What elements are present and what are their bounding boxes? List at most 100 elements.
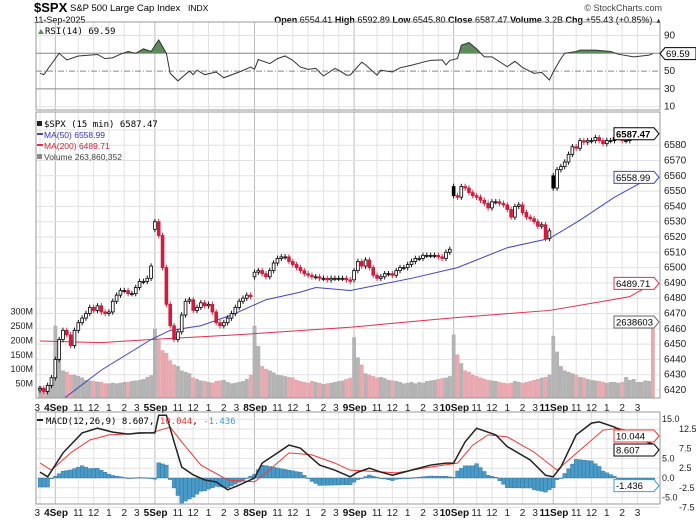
candle (440, 254, 444, 262)
macd-histogram-bar (562, 473, 567, 479)
price-tick-label: 6520 (664, 232, 687, 243)
candle (114, 292, 119, 305)
candle-body (432, 254, 437, 257)
candle (448, 246, 452, 256)
price-tick-label: 6540 (664, 201, 687, 212)
macd-histogram-bar (57, 473, 62, 479)
x-tick-label: 11 (372, 403, 383, 414)
candle (482, 197, 487, 207)
x-tick-label: 12 (188, 508, 200, 519)
volume-bar (65, 371, 69, 398)
candle (206, 301, 211, 309)
x-tick-label: 10Sep (440, 508, 469, 519)
macd-histogram-bar (313, 477, 318, 484)
macd-histogram-bar (420, 476, 426, 479)
macd-tick-label: 15.0 (662, 414, 680, 424)
volume-legend-text: Volume 263,860,352 (44, 152, 122, 162)
price-tick-label: 6440 (664, 354, 687, 365)
macd-histogram-bar (41, 477, 46, 488)
candle-body (164, 267, 169, 305)
candle-body (509, 209, 513, 218)
candle (444, 249, 448, 262)
volume-bar (501, 382, 506, 398)
macd-histogram-bar (53, 475, 58, 479)
volume-bar (417, 381, 422, 398)
macd-tick-label: 7.5 (679, 444, 692, 454)
volume-bar (455, 354, 460, 398)
x-tick-label: 11 (73, 403, 84, 414)
candle-body (486, 202, 490, 209)
candle-body (191, 299, 196, 311)
x-tick-label: 4Sep (44, 508, 68, 519)
candle-body (329, 277, 333, 281)
candle (601, 137, 605, 147)
x-tick-label: 1 (206, 403, 212, 414)
macd-histogram-bar (482, 471, 487, 479)
macd-histogram-bar (141, 477, 146, 479)
candle (467, 185, 471, 196)
macd-histogram-bar (99, 470, 104, 479)
candle (432, 252, 437, 259)
candle-body (294, 264, 299, 269)
macd-histogram-bar (148, 477, 154, 479)
volume-bar (612, 381, 617, 398)
volume-bar (440, 378, 445, 398)
macd-histogram-bar (447, 476, 452, 479)
volume-bar (566, 371, 571, 398)
volume-bar (126, 381, 130, 398)
macd-histogram-bar (95, 468, 100, 479)
volume-bar (218, 380, 222, 398)
macd-histogram-bar (359, 477, 364, 479)
volume-bar (336, 381, 341, 398)
macd-histogram-bar (114, 475, 119, 479)
candle-body (344, 277, 349, 281)
candle-body (279, 256, 284, 259)
volume-bar (390, 380, 395, 398)
candle-body (80, 317, 84, 324)
candle-body (237, 300, 241, 308)
candle-body (624, 140, 628, 143)
macd-histogram-bar (363, 476, 368, 479)
candle (566, 151, 571, 165)
x-tick-label: 12 (88, 508, 100, 519)
candle (409, 258, 414, 268)
x-tick-label: 2 (520, 403, 526, 414)
candle-body (72, 329, 77, 347)
candle-body (153, 221, 157, 230)
volume-bar (635, 381, 640, 398)
candle (367, 257, 372, 271)
volume-bar (444, 377, 448, 398)
candle (574, 143, 578, 152)
macd-histogram-bar (558, 477, 563, 479)
candle-body (91, 306, 96, 311)
macd-histogram-bar (432, 475, 437, 479)
macd-histogram-bar (463, 465, 468, 479)
candle-body (574, 146, 578, 149)
x-tick-label: 9Sep (343, 403, 367, 414)
x-tick-label: 12 (188, 403, 200, 414)
volume-bar (394, 381, 399, 398)
volume-bar (306, 382, 310, 398)
macd-histogram-bar (397, 477, 403, 480)
x-tick-label: 1 (504, 508, 510, 519)
volume-bar (348, 377, 353, 398)
candle-body (248, 294, 253, 298)
candle-body (283, 256, 287, 259)
ma200-line (39, 282, 654, 344)
macd-histogram-bar (271, 467, 276, 479)
candle-body (38, 388, 42, 391)
volume-bar (107, 383, 111, 398)
macd-histogram-bar (451, 477, 456, 479)
volume-bar (241, 381, 245, 398)
volume-bar (133, 380, 138, 398)
volume-bar (405, 382, 410, 398)
candle (543, 222, 548, 242)
candle (84, 310, 88, 321)
candle-body (559, 166, 563, 171)
rsi-tick-label: 50 (664, 66, 676, 77)
candle (210, 301, 215, 315)
quote-summary: Open 6554.41 High 6592.89 Low 6545.80 Cl… (274, 15, 662, 25)
candle (470, 189, 475, 199)
macd-histogram-bar (72, 468, 77, 479)
x-tick-label: 11 (471, 508, 482, 519)
